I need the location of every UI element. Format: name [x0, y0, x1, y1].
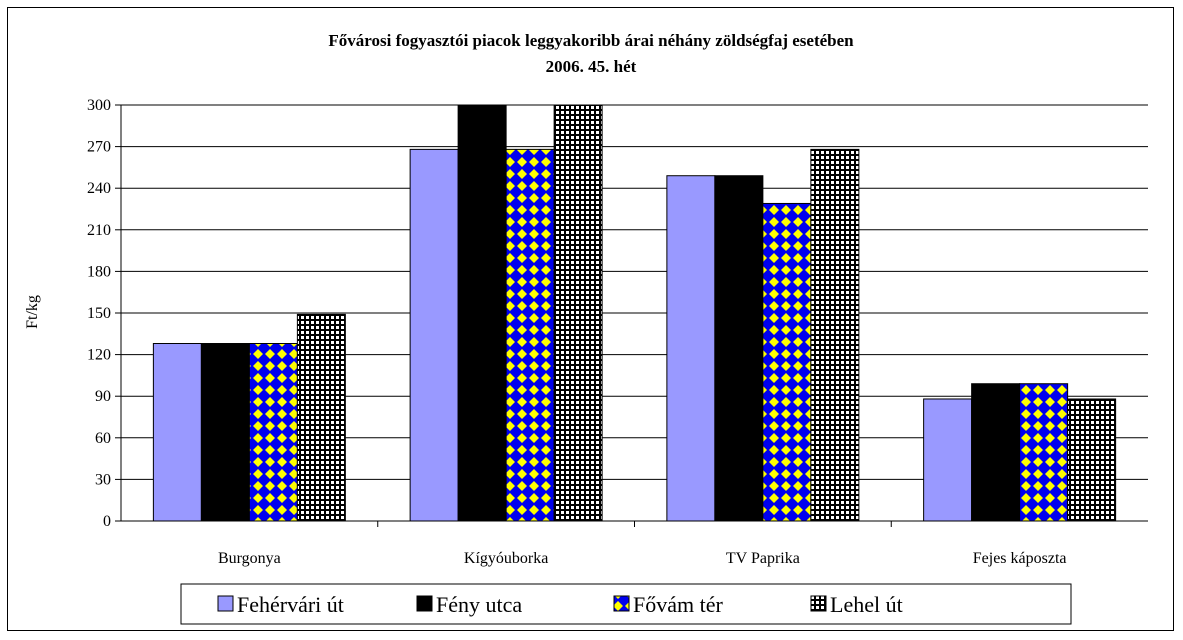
legend-label: Lehel út [830, 592, 903, 617]
y-tick-label: 270 [87, 139, 111, 156]
y-tick-label: 0 [103, 513, 111, 530]
bar [810, 148, 860, 522]
y-axis-label: Ft/kg [24, 295, 41, 329]
legend-swatch [416, 595, 433, 612]
y-tick-labels: 0 30 60 90 120 150 180 210 240 270 300 [87, 97, 111, 530]
bar [152, 343, 202, 522]
x-category-label: Burgonya [218, 550, 281, 567]
bar [1067, 398, 1117, 522]
legend-swatch [613, 595, 630, 612]
x-category-label: Fejes káposzta [973, 550, 1067, 567]
bar [971, 383, 1021, 522]
y-tick-label: 60 [95, 430, 111, 447]
x-category-labels: Burgonya Kígyóuborka TV Paprika Fejes kápos… [218, 550, 1067, 567]
bar [457, 104, 507, 522]
legend: Fehérvári út Fény utca Fővám tér Lehel út [180, 583, 1072, 625]
y-tick-label: 210 [87, 222, 111, 239]
bar [296, 313, 346, 522]
x-category-label: Kígyóuborka [464, 550, 548, 567]
bars [152, 104, 1117, 522]
y-tick-label: 120 [87, 347, 111, 364]
bar [714, 175, 764, 522]
bar [923, 398, 973, 522]
legend-swatch [810, 595, 827, 612]
y-tick-label: 90 [95, 388, 111, 405]
legend-label: Fehérvári út [237, 592, 344, 617]
x-category-label: TV Paprika [726, 550, 800, 567]
y-tick-label: 240 [87, 180, 111, 197]
bar [1019, 383, 1069, 522]
bar [248, 343, 298, 522]
chart-subtitle: 2006. 45. hét [546, 57, 637, 76]
y-tick-label: 300 [87, 97, 111, 114]
bar [409, 148, 459, 522]
y-tick-label: 180 [87, 263, 111, 280]
bar [553, 104, 603, 522]
legend-label: Fény utca [436, 592, 522, 617]
axes [120, 105, 1148, 522]
legend-swatch [217, 595, 234, 612]
chart-title: Fővárosi fogyasztói piacok leggyakoribb … [328, 31, 854, 50]
bar [666, 175, 716, 522]
bar [200, 343, 250, 522]
y-tick-label: 150 [87, 305, 111, 322]
bar [762, 202, 812, 522]
bar [505, 148, 555, 522]
y-tick-label: 30 [95, 471, 111, 488]
legend-label: Fővám tér [633, 592, 723, 617]
